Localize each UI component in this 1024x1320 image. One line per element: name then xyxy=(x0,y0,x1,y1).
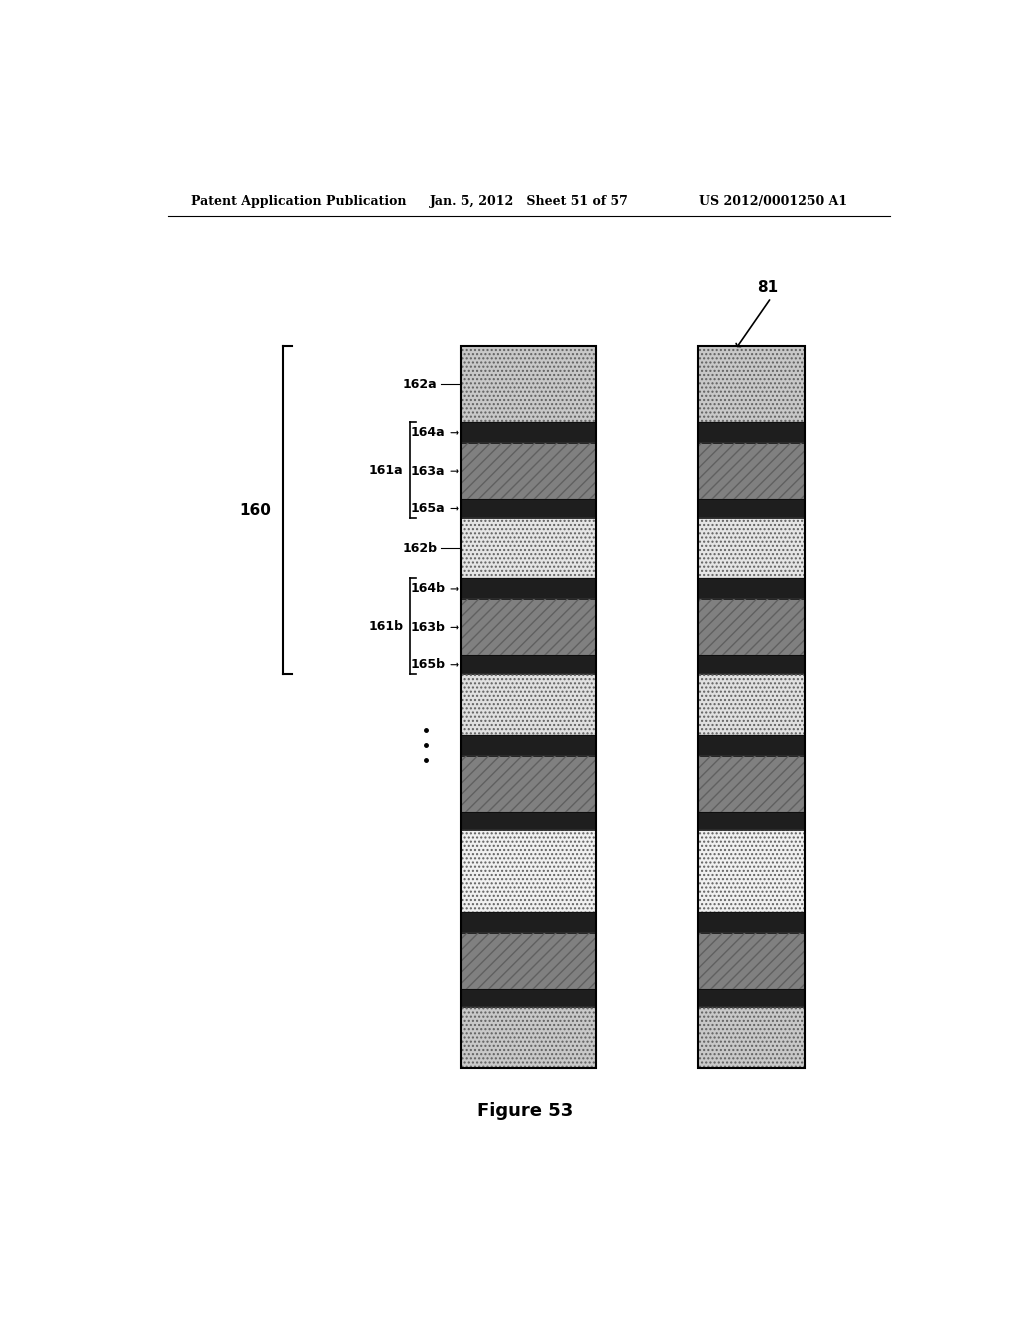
Text: 162b: 162b xyxy=(402,541,437,554)
Bar xyxy=(697,599,805,655)
Bar xyxy=(461,444,596,499)
Bar xyxy=(697,444,805,499)
Text: Jan. 5, 2012   Sheet 51 of 57: Jan. 5, 2012 Sheet 51 of 57 xyxy=(430,194,629,207)
Text: 164a: 164a xyxy=(411,426,458,440)
Bar xyxy=(697,830,805,912)
Bar xyxy=(697,599,805,655)
Bar xyxy=(697,912,805,933)
Bar xyxy=(697,830,805,912)
Bar xyxy=(697,346,805,422)
Bar xyxy=(461,599,596,655)
Text: Figure 53: Figure 53 xyxy=(477,1102,572,1119)
Bar xyxy=(461,755,596,812)
Bar xyxy=(461,599,596,655)
Bar xyxy=(697,735,805,755)
Bar xyxy=(697,517,805,578)
Bar xyxy=(697,517,805,578)
Text: US 2012/0001250 A1: US 2012/0001250 A1 xyxy=(699,194,848,207)
Bar xyxy=(461,735,596,755)
Text: 163b: 163b xyxy=(411,620,458,634)
Bar xyxy=(461,1007,596,1068)
Bar xyxy=(697,1007,805,1068)
Bar xyxy=(697,989,805,1007)
Bar xyxy=(697,444,805,499)
Bar xyxy=(697,933,805,989)
Bar xyxy=(461,578,596,599)
Bar xyxy=(461,755,596,812)
Text: 165b: 165b xyxy=(411,659,458,671)
Text: 160: 160 xyxy=(239,503,270,517)
Bar xyxy=(697,675,805,735)
Bar xyxy=(461,346,596,422)
Bar xyxy=(697,755,805,812)
Text: 161a: 161a xyxy=(369,463,403,477)
Bar xyxy=(461,830,596,912)
Bar xyxy=(461,444,596,499)
Bar xyxy=(461,812,596,830)
Bar xyxy=(461,912,596,933)
Bar xyxy=(461,933,596,989)
Text: 81: 81 xyxy=(757,280,778,294)
Bar xyxy=(461,499,596,517)
Bar xyxy=(697,933,805,989)
Bar xyxy=(697,578,805,599)
Bar xyxy=(697,812,805,830)
Bar xyxy=(461,517,596,578)
Text: Patent Application Publication: Patent Application Publication xyxy=(191,194,407,207)
Bar xyxy=(697,655,805,675)
Bar xyxy=(697,499,805,517)
Bar xyxy=(461,675,596,735)
Bar xyxy=(461,346,596,422)
Bar xyxy=(461,655,596,675)
Bar xyxy=(461,675,596,735)
Bar xyxy=(461,933,596,989)
Bar xyxy=(461,517,596,578)
Text: 161b: 161b xyxy=(369,619,403,632)
Bar xyxy=(697,1007,805,1068)
Bar xyxy=(697,422,805,444)
Bar xyxy=(461,422,596,444)
Bar xyxy=(697,675,805,735)
Bar xyxy=(461,346,596,1068)
Text: 164b: 164b xyxy=(411,582,458,595)
Bar xyxy=(697,346,805,422)
Bar xyxy=(461,989,596,1007)
Bar xyxy=(461,830,596,912)
Text: 162a: 162a xyxy=(402,378,437,391)
Text: 163a: 163a xyxy=(411,465,458,478)
Bar xyxy=(697,755,805,812)
Bar xyxy=(697,346,805,1068)
Bar xyxy=(461,1007,596,1068)
Text: 165a: 165a xyxy=(411,502,458,515)
